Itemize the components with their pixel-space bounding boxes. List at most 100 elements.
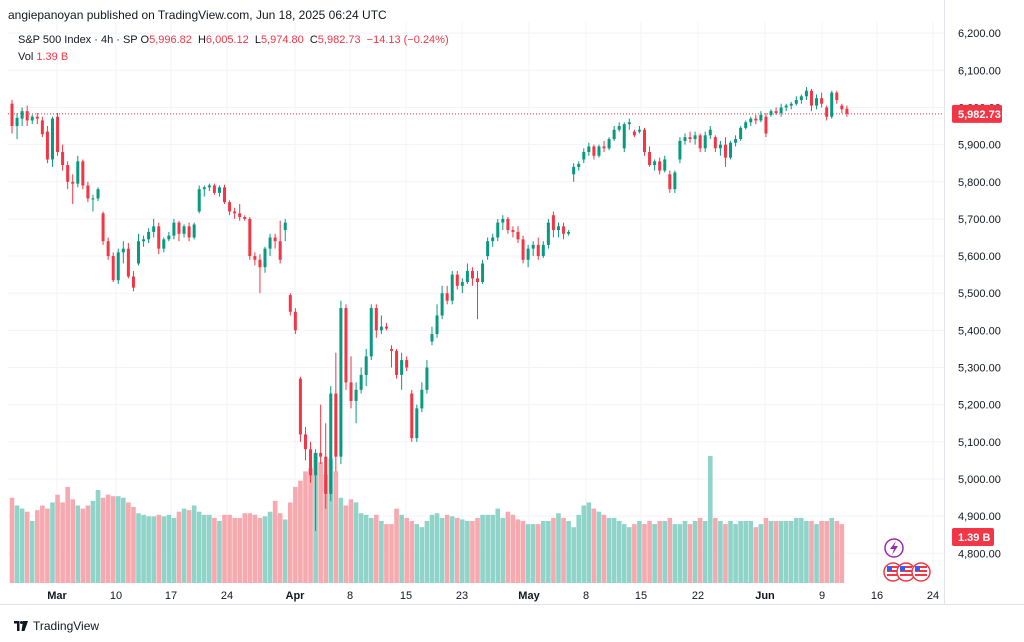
candle — [556, 222, 560, 238]
candle — [815, 94, 819, 110]
volume-bar — [773, 521, 779, 583]
candle-body — [653, 161, 657, 166]
volume-bar — [627, 527, 632, 583]
candle — [202, 185, 206, 197]
volume-bar — [778, 521, 784, 583]
price-tick-label: 5,800.00 — [958, 177, 1001, 189]
candle-body — [283, 222, 287, 231]
candle — [223, 184, 227, 205]
candle — [632, 129, 636, 138]
candle-body — [556, 226, 560, 231]
candle — [339, 300, 343, 465]
lightning-icon[interactable] — [884, 538, 904, 558]
candle-body — [390, 348, 393, 351]
candle-body — [187, 226, 191, 238]
volume-bar — [763, 517, 769, 583]
candle — [309, 441, 313, 483]
price-axis[interactable]: 6,200.006,100.006,000.005,900.005,800.00… — [944, 0, 1003, 604]
volume-bar — [409, 521, 415, 583]
candle-body — [622, 124, 626, 149]
candle — [430, 326, 434, 346]
volume-bar — [424, 521, 430, 583]
volume-bar — [191, 505, 197, 583]
volume-bar — [237, 517, 242, 583]
volume-bar — [131, 507, 136, 583]
volume-bar — [515, 519, 521, 583]
candle-body — [430, 334, 434, 342]
volume-bar — [45, 508, 50, 583]
candle — [708, 126, 712, 140]
volume-label: Vol — [18, 51, 34, 63]
price-tick-label: 5,900.00 — [958, 140, 1001, 152]
candle — [228, 200, 232, 216]
candle-body — [298, 378, 302, 435]
candle — [40, 116, 44, 138]
candle — [142, 235, 146, 247]
candle-body — [440, 293, 444, 316]
candle — [121, 241, 125, 264]
volume-legend: Vol 1.39 B — [18, 51, 68, 63]
volume-bar — [804, 521, 809, 583]
candle — [506, 217, 510, 234]
volume-bar — [657, 521, 662, 583]
volume-bar — [242, 513, 248, 583]
symbol-label[interactable]: S&P 500 Index · 4h · SP — [18, 34, 138, 46]
volume-bar — [571, 527, 576, 583]
volume-bar — [29, 521, 35, 583]
candle-body — [126, 248, 130, 277]
candle — [809, 88, 813, 112]
candle-body — [142, 239, 146, 242]
candle — [197, 185, 201, 214]
volume-bar — [530, 524, 536, 583]
candle — [298, 376, 302, 442]
candle-body — [506, 218, 510, 231]
volume-bar — [257, 517, 263, 583]
time-tick-label: 22 — [692, 590, 704, 602]
volume-bar — [702, 521, 708, 583]
candle — [334, 352, 338, 472]
candle — [106, 237, 110, 260]
volume-bars — [9, 452, 845, 583]
volume-bar — [196, 511, 202, 583]
candle-body — [228, 202, 232, 212]
volume-bar — [596, 511, 602, 583]
candle-body — [688, 137, 692, 140]
candle — [465, 263, 469, 284]
volume-bar — [151, 516, 156, 583]
candle — [91, 194, 95, 212]
volume-bar — [652, 524, 657, 583]
candle — [759, 111, 763, 123]
candle-body — [521, 239, 525, 260]
candle-body — [50, 118, 54, 160]
candle-body — [35, 116, 39, 119]
candle — [617, 122, 621, 132]
candle-body — [192, 224, 196, 238]
time-axis[interactable]: Mar 10 17 24 Apr 8 15 23 May 8 15 22 Jun 9 16 24 — [0, 590, 1024, 605]
candle-body — [749, 118, 753, 123]
candle — [258, 254, 262, 294]
candle — [288, 293, 292, 316]
candle-body — [30, 116, 34, 121]
candle-body — [809, 90, 813, 106]
time-tick-label: 8 — [583, 590, 589, 602]
volume-bar — [110, 496, 116, 583]
candle — [567, 230, 571, 236]
candle — [233, 207, 237, 219]
candle-body — [582, 152, 586, 160]
candle — [182, 224, 186, 238]
volume-bar — [85, 505, 91, 583]
candle — [835, 90, 839, 104]
volume-bar — [404, 517, 409, 583]
low-value: 5,974.80 — [260, 34, 304, 46]
candle — [20, 107, 24, 127]
price-tick-label: 5,100.00 — [958, 437, 1001, 449]
volume-bar — [70, 499, 76, 583]
candle-body — [799, 96, 803, 101]
us-flag-icon[interactable] — [911, 562, 931, 582]
candle — [192, 222, 196, 240]
footer-brand[interactable]: TradingView — [14, 619, 99, 633]
volume-bar — [95, 490, 101, 583]
candle-body — [71, 181, 75, 184]
